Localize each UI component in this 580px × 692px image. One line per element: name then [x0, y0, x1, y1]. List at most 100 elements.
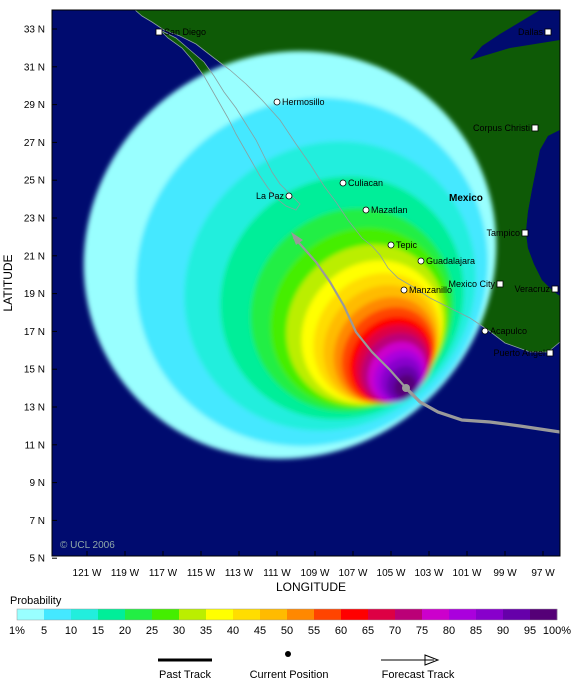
gulf-of-mexico [470, 10, 560, 296]
lon-tick-label: 97 W [531, 568, 555, 579]
city-label: Culiacan [348, 178, 383, 188]
lon-tick-label: 99 W [493, 568, 517, 579]
city-label: Hermosillo [282, 97, 325, 107]
colorbar-swatch [314, 609, 342, 620]
forecast-track-arrowhead [291, 232, 303, 245]
colorbar-label: 55 [308, 625, 320, 637]
colorbar-swatch [503, 609, 531, 620]
forecast-track-line [292, 236, 408, 390]
colorbar-label: 90 [497, 625, 509, 637]
city-circle-marker [285, 192, 293, 200]
lon-tick-label: 119 W [111, 568, 140, 579]
city-label: Dallas [518, 27, 544, 37]
colorbar-label: 35 [200, 625, 212, 637]
latitude-axis: 33 N 31 N 29 N 27 N 25 N 23 N 21 N 19 N 17 N 15 N… [24, 25, 57, 565]
colorbar-label: 95 [524, 625, 536, 637]
city-label: Veracruz [514, 284, 550, 294]
city-label: Tampico [486, 228, 520, 238]
city-corpus-christi: Corpus Christi [473, 123, 539, 133]
colorbar-swatch [44, 609, 72, 620]
city-mazatlan: Mazatlan [362, 205, 408, 215]
lat-tick-label: 17 N [24, 327, 45, 338]
city-square-marker [155, 28, 163, 36]
colorbar-label: 100% [543, 625, 571, 637]
city-tampico: Tampico [486, 228, 529, 238]
lat-tick-label: 19 N [24, 289, 45, 300]
colorbar-label: 70 [389, 625, 401, 637]
longitude-axis: 121 W 119 W 117 W 115 W 113 W 111 W 109 W 107 W… [73, 551, 555, 579]
city-square-marker [496, 280, 504, 288]
lon-tick-label: 109 W [301, 568, 330, 579]
colorbar-swatch [152, 609, 180, 620]
city-label: Mazatlan [371, 205, 408, 215]
past-track-line [404, 386, 560, 434]
lat-tick-label: 15 N [24, 365, 45, 376]
city-mexico-city: Mexico City [448, 279, 504, 289]
colorbar-label: 85 [470, 625, 482, 637]
lon-tick-label: 115 W [187, 568, 216, 579]
lon-tick-label: 103 W [415, 568, 444, 579]
colorbar-swatch [179, 609, 207, 620]
colorbar-swatch [476, 609, 504, 620]
colorbar-label: 15 [92, 625, 104, 637]
lat-tick-label: 25 N [24, 176, 45, 187]
city-dallas: Dallas [518, 27, 552, 37]
probability-colorbar [16, 608, 558, 621]
colorbar-label: 50 [281, 625, 293, 637]
city-label: Puerto Angel [493, 348, 545, 358]
past-track-key-label: Past Track [159, 669, 211, 681]
city-label: Guadalajara [426, 256, 475, 266]
lat-tick-label: 29 N [24, 100, 45, 111]
city-manzanillo: Manzanillo [400, 285, 452, 295]
city-san-diego: San Diego [155, 27, 206, 37]
colorbar-outline [16, 608, 558, 621]
colorbar-swatch [260, 609, 288, 620]
colorbar-label: 20 [119, 625, 131, 637]
colorbar-label: 45 [254, 625, 266, 637]
city-square-marker [521, 229, 529, 237]
lon-tick-label: 111 W [263, 568, 291, 579]
colorbar-swatch [395, 609, 423, 620]
colorbar-swatch [125, 609, 153, 620]
city-circle-marker [339, 179, 347, 187]
city-la-paz: La Paz [256, 191, 293, 201]
lat-tick-label: 21 N [24, 251, 45, 262]
colorbar-label: 1% [9, 625, 25, 637]
city-markers: San Diego Dallas Hermosillo Corpus Christi C… [155, 27, 559, 358]
colorbar-swatch [530, 609, 558, 620]
lon-tick-label: 121 W [73, 568, 102, 579]
city-square-marker [544, 28, 552, 36]
city-label: Mexico City [448, 279, 495, 289]
map-border [51, 9, 561, 557]
colorbar-swatch [98, 609, 126, 620]
city-label: Acapulco [490, 326, 527, 336]
lat-tick-label: 9 N [29, 478, 45, 489]
colorbar-swatch [368, 609, 396, 620]
lat-tick-label: 7 N [29, 516, 45, 527]
map-area: San Diego Dallas Hermosillo Corpus Christi C… [52, 10, 560, 556]
lat-tick-label: 11 N [25, 440, 45, 451]
city-hermosillo: Hermosillo [273, 97, 325, 107]
city-puerto-angel: Puerto Angel [493, 348, 554, 358]
city-label: San Diego [164, 27, 206, 37]
colorbar-swatch [71, 609, 99, 620]
city-culiacan: Culiacan [339, 178, 383, 188]
lat-tick-label: 33 N [24, 25, 45, 36]
city-square-marker [546, 349, 554, 357]
lon-tick-label: 101 W [453, 568, 482, 579]
colorbar-label: 10 [65, 625, 77, 637]
latitude-axis-title: LATITUDE [1, 254, 15, 311]
lat-tick-label: 13 N [24, 403, 45, 414]
city-circle-marker [481, 327, 489, 335]
colorbar-swatch [17, 609, 45, 620]
lat-tick-label: 23 N [24, 214, 45, 225]
lat-tick-label: 27 N [24, 138, 45, 149]
city-acapulco: Acapulco [481, 326, 527, 336]
city-guadalajara: Guadalajara [417, 256, 475, 266]
city-label: La Paz [256, 191, 285, 201]
forecast-track-key-arrow [424, 654, 440, 666]
legend-title: Probability [10, 595, 62, 607]
city-circle-marker [273, 98, 281, 106]
colorbar-label: 80 [443, 625, 455, 637]
